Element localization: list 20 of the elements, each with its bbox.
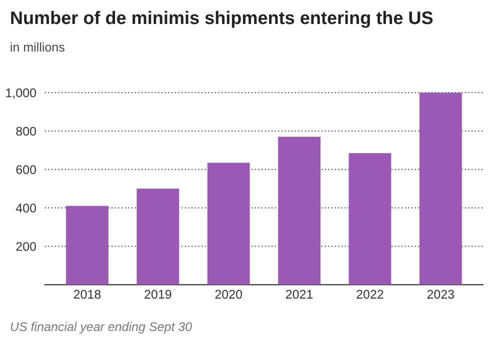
y-tick-label: 800 — [16, 126, 36, 136]
x-tick-label: 2021 — [286, 290, 313, 299]
y-tick-label: 1,000 — [6, 88, 36, 99]
bar — [278, 136, 320, 285]
bar — [419, 92, 462, 285]
x-tick-label: 2020 — [215, 290, 242, 299]
bar — [207, 162, 250, 285]
x-tick-label: 2019 — [144, 290, 172, 299]
text: US financial year ending Sept 30 — [10, 322, 192, 334]
bar — [348, 153, 392, 285]
x-tick-label: 2023 — [427, 290, 454, 299]
chart-title: Number of de minimis shipments entering the US — [11, 10, 433, 28]
x-tick-label: 2022 — [356, 290, 384, 299]
x-tick-label: 2018 — [74, 290, 101, 299]
bar — [66, 206, 108, 285]
y-tick-label: 400 — [16, 204, 36, 213]
bar — [136, 188, 180, 285]
chart-subtitle: in millions — [10, 42, 64, 52]
y-tick-label: 200 — [16, 242, 36, 251]
y-tick-label: 600 — [16, 165, 36, 174]
